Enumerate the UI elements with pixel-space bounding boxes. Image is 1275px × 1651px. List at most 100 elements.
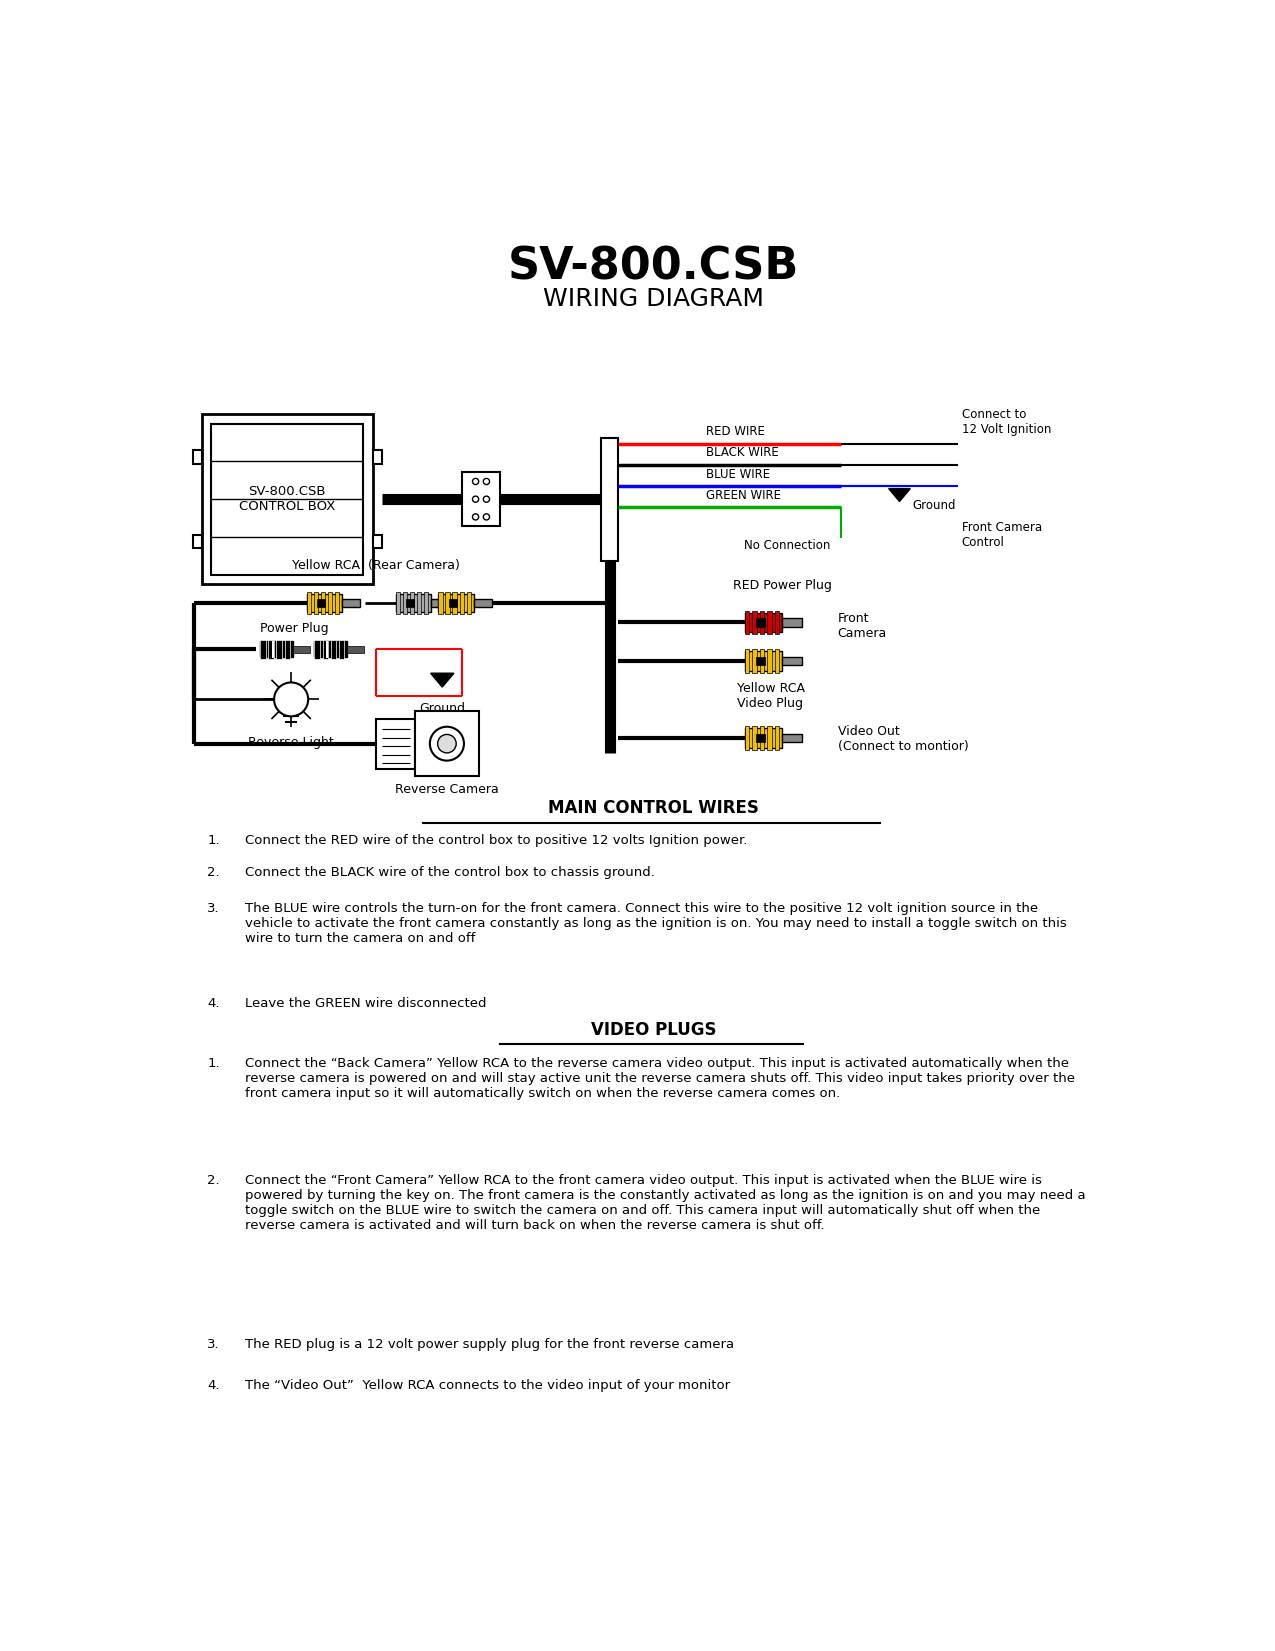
Bar [756, 733, 765, 743]
Text: 2.: 2. [208, 867, 221, 880]
Text: Reverse Light: Reverse Light [249, 736, 334, 750]
Circle shape [430, 726, 464, 761]
Text: Connect the RED wire of the control box to positive 12 volts Ignition power.: Connect the RED wire of the control box … [245, 834, 747, 847]
Text: BLUE WIRE: BLUE WIRE [706, 467, 770, 480]
Bar [745, 613, 783, 632]
Text: MAIN CONTROL WIRES: MAIN CONTROL WIRES [548, 799, 759, 817]
Bar [752, 611, 756, 634]
Polygon shape [431, 674, 454, 687]
Bar [272, 641, 274, 657]
Text: Front Camera
Control: Front Camera Control [961, 520, 1042, 548]
Bar [439, 594, 473, 613]
Bar [306, 593, 311, 614]
Text: 3.: 3. [208, 1339, 221, 1352]
Text: Connect the “Back Camera” Yellow RCA to the reverse camera video output. This in: Connect the “Back Camera” Yellow RCA to … [245, 1057, 1075, 1101]
Bar [601, 438, 618, 561]
Bar [756, 657, 765, 665]
Bar [453, 593, 456, 614]
Bar [403, 593, 407, 614]
Text: Ground: Ground [913, 499, 956, 512]
Bar [315, 639, 320, 659]
Text: Connect the “Front Camera” Yellow RCA to the front camera video output. This inp: Connect the “Front Camera” Yellow RCA to… [245, 1174, 1085, 1233]
Bar [317, 599, 325, 608]
Bar [745, 726, 748, 750]
Text: SV-800.CSB: SV-800.CSB [507, 244, 799, 287]
Circle shape [483, 479, 490, 484]
Bar [284, 639, 291, 659]
Bar [339, 639, 344, 659]
Bar [760, 726, 764, 750]
Text: 3.: 3. [208, 901, 221, 915]
Bar [212, 424, 363, 575]
Text: Video Out
(Connect to montior): Video Out (Connect to montior) [838, 725, 968, 753]
Bar [260, 639, 265, 659]
Text: The RED plug is a 12 volt power supply plug for the front reverse camera: The RED plug is a 12 volt power supply p… [245, 1339, 733, 1352]
Bar [201, 414, 372, 584]
Bar [306, 594, 342, 613]
Bar [293, 646, 310, 652]
Text: Connect to
12 Volt Ignition: Connect to 12 Volt Ignition [961, 408, 1051, 436]
Text: GREEN WIRE: GREEN WIRE [706, 489, 780, 502]
Text: Reverse Camera: Reverse Camera [395, 783, 499, 796]
Bar [431, 599, 449, 608]
Bar [745, 649, 748, 672]
Bar [756, 617, 765, 627]
Bar [193, 451, 201, 464]
Bar [323, 639, 328, 659]
Bar [315, 641, 347, 657]
Circle shape [483, 495, 490, 502]
Bar [321, 593, 325, 614]
Bar [745, 650, 783, 670]
Bar [417, 593, 421, 614]
Bar [775, 726, 779, 750]
Bar [768, 726, 771, 750]
Text: Front
Camera: Front Camera [838, 613, 886, 641]
Bar [783, 617, 802, 627]
Bar [193, 535, 201, 548]
Text: 4.: 4. [208, 1379, 219, 1392]
Circle shape [483, 513, 490, 520]
Bar [752, 649, 756, 672]
Text: Yellow RCA  (Rear Camera): Yellow RCA (Rear Camera) [292, 560, 460, 573]
Bar [449, 599, 456, 608]
Polygon shape [889, 489, 910, 502]
Bar [335, 593, 339, 614]
Text: 2.: 2. [208, 1174, 221, 1187]
Text: Ground: Ground [419, 702, 465, 715]
Bar [409, 593, 414, 614]
Bar [775, 649, 779, 672]
Bar [467, 593, 470, 614]
Text: Leave the GREEN wire disconnected: Leave the GREEN wire disconnected [245, 997, 486, 1010]
Text: No Connection: No Connection [745, 538, 831, 551]
Bar [342, 599, 360, 608]
Bar [260, 641, 293, 657]
Bar [462, 472, 500, 527]
Bar [395, 594, 431, 613]
Bar [326, 641, 329, 657]
Bar [768, 611, 771, 634]
Bar [760, 649, 764, 672]
Text: WIRING DIAGRAM: WIRING DIAGRAM [543, 287, 764, 312]
Circle shape [473, 513, 478, 520]
Bar [775, 611, 779, 634]
Text: 1.: 1. [208, 1057, 221, 1070]
Text: VIDEO PLUGS: VIDEO PLUGS [590, 1022, 717, 1038]
Bar [372, 451, 381, 464]
Text: BLACK WIRE: BLACK WIRE [706, 446, 779, 459]
Bar [760, 611, 764, 634]
Text: The BLUE wire controls the turn-on for the front camera. Connect this wire to th: The BLUE wire controls the turn-on for t… [245, 901, 1066, 944]
Bar [768, 649, 771, 672]
Bar [445, 593, 450, 614]
Text: Connect the BLACK wire of the control box to chassis ground.: Connect the BLACK wire of the control bo… [245, 867, 654, 880]
Bar [745, 728, 783, 748]
Bar [395, 593, 400, 614]
Text: RED WIRE: RED WIRE [706, 426, 765, 439]
Bar [268, 639, 274, 659]
Circle shape [473, 495, 478, 502]
Bar [745, 611, 748, 634]
Bar [376, 718, 416, 769]
Text: 1.: 1. [208, 834, 221, 847]
Bar [372, 535, 381, 548]
Bar [407, 599, 414, 608]
Bar [783, 657, 802, 665]
